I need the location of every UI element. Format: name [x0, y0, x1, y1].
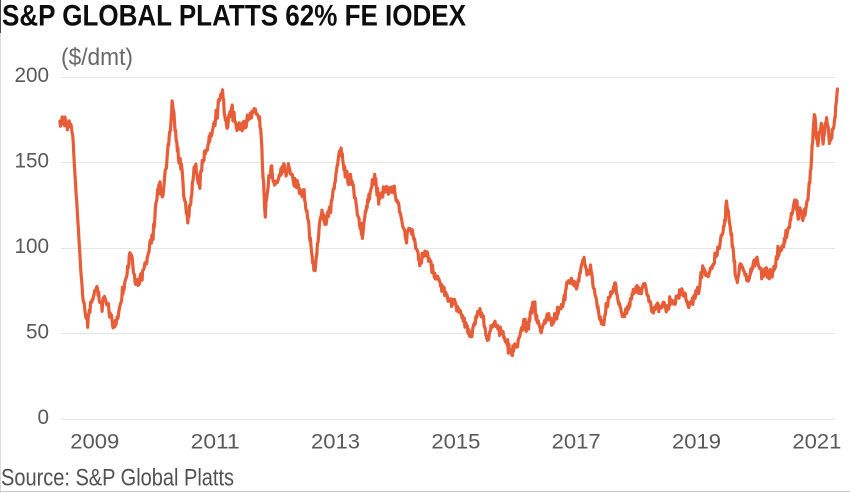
svg-text:S&P GLOBAL PLATTS 62% FE IODEX: S&P GLOBAL PLATTS 62% FE IODEX	[2, 0, 466, 33]
svg-text:0: 0	[38, 405, 50, 429]
svg-text:2013: 2013	[311, 430, 360, 454]
svg-text:150: 150	[15, 149, 50, 173]
svg-text:200: 200	[15, 63, 50, 87]
svg-text:2019: 2019	[672, 430, 721, 454]
svg-text:2021: 2021	[792, 430, 841, 454]
svg-text:2015: 2015	[431, 430, 480, 454]
svg-text:($/dmt): ($/dmt)	[61, 44, 133, 71]
svg-text:2011: 2011	[191, 430, 240, 454]
svg-text:100: 100	[15, 234, 50, 258]
svg-text:2017: 2017	[552, 430, 601, 454]
svg-text:50: 50	[26, 320, 49, 344]
svg-text:2009: 2009	[70, 430, 119, 454]
svg-text:Source: S&P Global Platts: Source: S&P Global Platts	[1, 465, 234, 492]
